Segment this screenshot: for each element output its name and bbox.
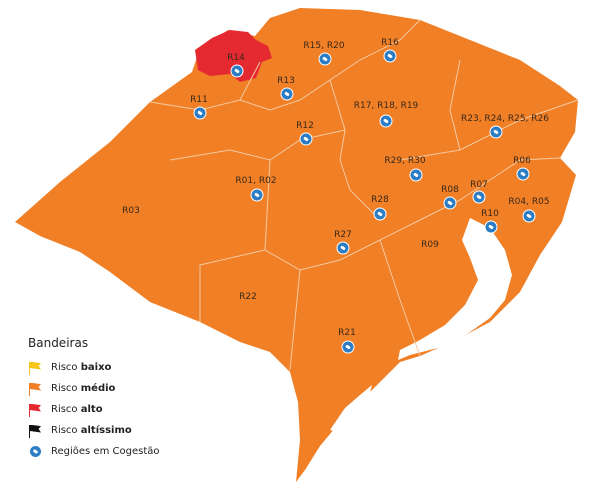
- cogestao-marker-icon[interactable]: [472, 190, 486, 204]
- region-label-r27: R27: [334, 230, 352, 240]
- legend-label: Risco: [51, 404, 78, 415]
- region-label-r09: R09: [421, 240, 439, 250]
- cogestao-marker-icon[interactable]: [280, 87, 294, 101]
- black-flag-icon: [28, 424, 42, 438]
- region-label-r08: R08: [441, 185, 459, 195]
- yellow-flag-icon: [28, 361, 42, 375]
- region-label-r03: R03: [122, 206, 140, 216]
- cogestao-marker-icon[interactable]: [230, 64, 244, 78]
- region-label-r16: R16: [381, 38, 399, 48]
- cogestao-marker-icon[interactable]: [484, 220, 498, 234]
- red-flag-icon: [28, 403, 42, 417]
- legend: Bandeiras Risco baixo Risco médio Risco …: [28, 336, 160, 462]
- region-label-r28: R28: [371, 195, 389, 205]
- region-label-r07: R07: [470, 180, 488, 190]
- region-label-r06: R06: [513, 156, 531, 166]
- lagoon: [330, 218, 512, 432]
- cogestao-icon: [29, 445, 42, 458]
- cogestao-marker-icon[interactable]: [379, 114, 393, 128]
- region-label-r23-r26: R23, R24, R25, R26: [461, 114, 549, 124]
- legend-label: Regiões em Cogestão: [51, 446, 160, 457]
- legend-item-alto: Risco alto: [28, 399, 160, 420]
- cogestao-marker-icon[interactable]: [516, 167, 530, 181]
- legend-label-bold: médio: [80, 383, 116, 394]
- region-label-r01-r02: R01, R02: [235, 176, 277, 186]
- region-label-r15-r20: R15, R20: [303, 41, 345, 51]
- legend-label-bold: alto: [80, 404, 103, 415]
- cogestao-marker-icon[interactable]: [409, 168, 423, 182]
- legend-label: Risco: [51, 425, 78, 436]
- cogestao-marker-icon[interactable]: [383, 49, 397, 63]
- region-label-r11: R11: [190, 95, 208, 105]
- region-label-r14: R14: [227, 53, 245, 63]
- cogestao-marker-icon[interactable]: [299, 132, 313, 146]
- legend-item-medio: Risco médio: [28, 378, 160, 399]
- region-label-r10: R10: [481, 209, 499, 219]
- cogestao-marker-icon[interactable]: [341, 340, 355, 354]
- legend-label-bold: altíssimo: [80, 425, 132, 436]
- state-outline: [15, 8, 578, 482]
- cogestao-marker-icon[interactable]: [318, 52, 332, 66]
- orange-flag-icon: [28, 382, 42, 396]
- legend-label-bold: baixo: [80, 362, 112, 373]
- region-label-r12: R12: [296, 121, 314, 131]
- legend-title: Bandeiras: [28, 336, 89, 350]
- cogestao-marker-icon[interactable]: [250, 188, 264, 202]
- region-r14: [195, 30, 272, 82]
- legend-item-altissimo: Risco altíssimo: [28, 420, 160, 441]
- cogestao-marker-icon[interactable]: [336, 241, 350, 255]
- cogestao-marker-icon[interactable]: [489, 125, 503, 139]
- region-label-r21: R21: [338, 328, 356, 338]
- region-label-r13: R13: [277, 76, 295, 86]
- region-label-r22: R22: [239, 292, 257, 302]
- region-label-r29-r30: R29, R30: [384, 156, 426, 166]
- cogestao-marker-icon[interactable]: [373, 207, 387, 221]
- cogestao-marker-icon[interactable]: [522, 209, 536, 223]
- legend-item-baixo: Risco baixo: [28, 357, 160, 378]
- region-label-r04-r05: R04, R05: [508, 197, 550, 207]
- legend-label: Risco: [51, 383, 78, 394]
- legend-label: Risco: [51, 362, 78, 373]
- legend-item-cogestao: Regiões em Cogestão: [28, 441, 160, 462]
- region-label-r17-r18-r19: R17, R18, R19: [353, 101, 419, 111]
- cogestao-marker-icon[interactable]: [193, 106, 207, 120]
- cogestao-marker-icon[interactable]: [443, 196, 457, 210]
